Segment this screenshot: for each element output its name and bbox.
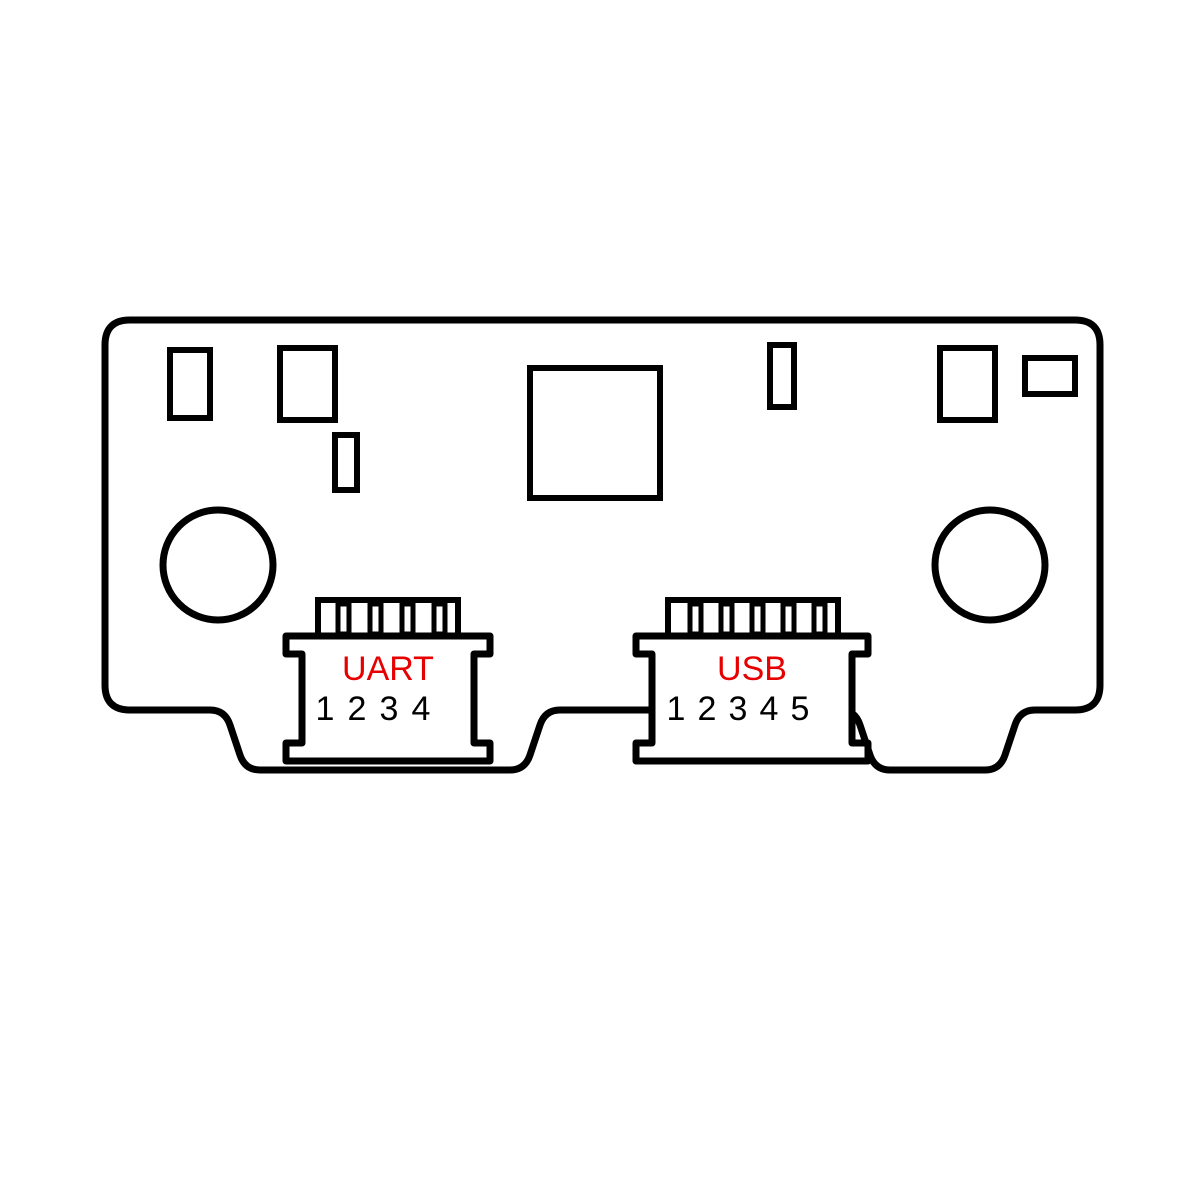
component-2 (280, 348, 335, 420)
pin-3 (402, 604, 413, 634)
component-7 (1025, 358, 1075, 394)
pin-number-2: 2 (348, 690, 367, 728)
component-1 (170, 350, 210, 418)
pin-5 (814, 604, 825, 634)
pin-number-1: 1 (667, 690, 686, 728)
connector-label: UART (342, 650, 434, 688)
pin-number-3: 3 (729, 690, 748, 728)
component-4 (530, 368, 660, 498)
mounting-hole-1 (163, 510, 273, 620)
connector-uart: UART1234 (286, 600, 490, 761)
board-outline (105, 320, 1100, 770)
pcb-schematic: UART1234USB12345 (0, 0, 1200, 1200)
component-5 (770, 345, 794, 407)
pin-number-1: 1 (316, 690, 335, 728)
pin-4 (434, 604, 445, 634)
pin-3 (752, 604, 763, 634)
mounting-hole-2 (935, 510, 1045, 620)
pin-2 (370, 604, 381, 634)
pin-number-3: 3 (380, 690, 399, 728)
component-6 (940, 348, 995, 420)
pin-4 (783, 604, 794, 634)
pin-2 (721, 604, 732, 634)
pin-number-4: 4 (412, 690, 431, 728)
component-3 (335, 435, 357, 490)
connector-usb: USB 12345 (636, 600, 868, 761)
pin-number-4: 4 (760, 690, 779, 728)
pin-number-5: 5 (791, 690, 810, 728)
pin-1 (690, 604, 701, 634)
pin-1 (338, 604, 349, 634)
pin-number-2: 2 (698, 690, 717, 728)
connector-label: USB (717, 650, 787, 688)
